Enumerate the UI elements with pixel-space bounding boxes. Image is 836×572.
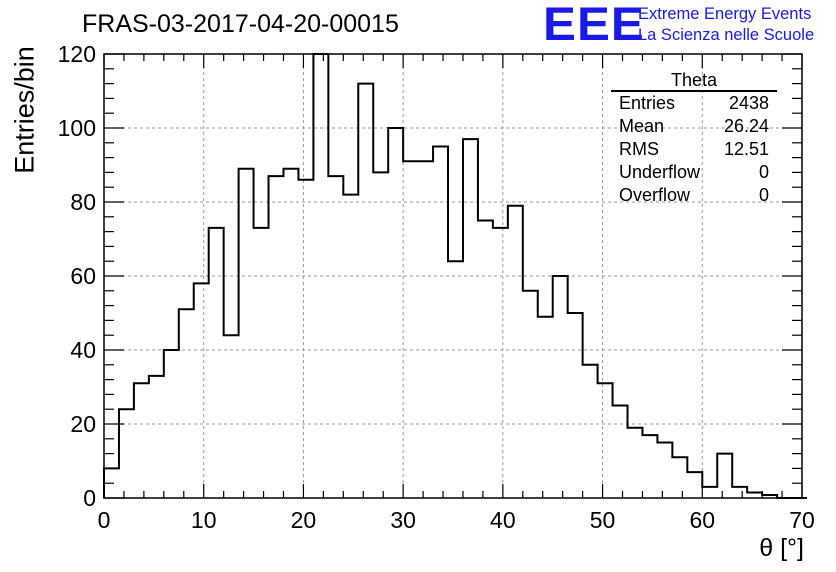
logo-line-2: La Scienza nelle Scuole xyxy=(638,26,815,44)
stats-row-underflow: Underflow 0 xyxy=(611,161,777,184)
eee-logo-mark: EEE xyxy=(543,0,645,50)
logo-line-1: Extreme Energy Events xyxy=(638,5,812,23)
x-tick-label: 50 xyxy=(590,507,616,533)
y-tick-label: 60 xyxy=(70,263,96,289)
stats-label: Underflow xyxy=(619,162,701,182)
y-tick-label: 0 xyxy=(83,485,96,511)
y-tick-label: 40 xyxy=(70,337,96,363)
stats-row-rms: RMS 12.51 xyxy=(611,138,777,161)
stats-row-entries: Entries 2438 xyxy=(611,92,777,115)
axis-ticks xyxy=(103,53,803,499)
stats-value: 12.51 xyxy=(723,139,769,159)
chart-title: FRAS-03-2017-04-20-00015 xyxy=(82,10,399,38)
y-tick-label: 80 xyxy=(70,189,96,215)
grid-lines xyxy=(103,53,803,499)
x-tick-label: 10 xyxy=(191,507,217,533)
stats-title: Theta xyxy=(611,70,777,92)
stats-row-mean: Mean 26.24 xyxy=(611,115,777,138)
x-tick-label: 30 xyxy=(390,507,416,533)
stats-label: Mean xyxy=(619,116,665,136)
x-tick-label: 40 xyxy=(490,507,516,533)
tick-labels: 0 10 20 30 40 50 60 70 0 20 40 60 80 100 120 xyxy=(58,41,815,533)
stats-rows: Entries 2438 Mean 26.24 RMS 12.51 Underflow 0 Ov… xyxy=(611,92,777,207)
stats-value: 2438 xyxy=(728,93,769,113)
x-tick-label: 20 xyxy=(291,507,317,533)
x-tick-label: 60 xyxy=(689,507,715,533)
stats-value: 0 xyxy=(758,185,769,205)
x-tick-label: 70 xyxy=(789,507,815,533)
y-tick-label: 120 xyxy=(58,41,96,67)
stats-value: 0 xyxy=(758,162,769,182)
y-tick-label: 20 xyxy=(70,411,96,437)
x-axis-label: θ [°] xyxy=(759,534,804,562)
stats-label: Entries xyxy=(619,93,676,113)
stats-value: 26.24 xyxy=(723,116,769,136)
y-tick-label: 100 xyxy=(58,115,96,141)
histogram-outline xyxy=(103,53,807,499)
stats-label: Overflow xyxy=(619,185,691,205)
x-tick-label: 0 xyxy=(98,507,111,533)
stats-label: RMS xyxy=(619,139,659,159)
y-axis-label: Entries/bin xyxy=(9,46,40,174)
plot-frame xyxy=(103,53,803,499)
stats-box: Theta Entries 2438 Mean 26.24 RMS 12.51 Underf… xyxy=(611,70,777,207)
stats-row-overflow: Overflow 0 xyxy=(611,184,777,207)
